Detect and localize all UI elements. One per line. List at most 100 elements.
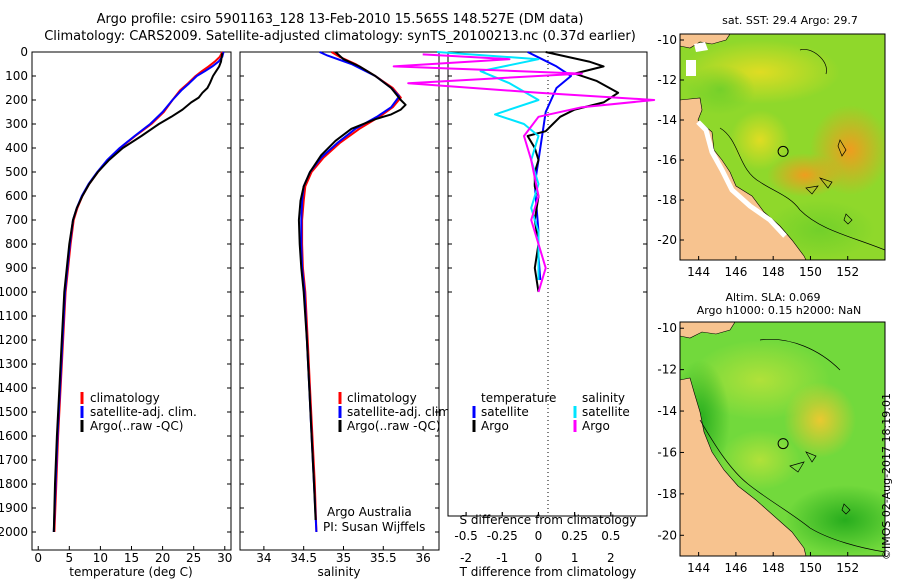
legend-label-climatology: climatology <box>90 391 160 405</box>
sla-map-subtitle: Argo h1000: 0.15 h2000: NaN <box>697 304 862 317</box>
lat-tick-label: -16 <box>657 445 677 459</box>
lat-tick-label: -10 <box>657 321 677 335</box>
australia-land <box>680 377 807 556</box>
australia-land <box>680 97 807 260</box>
difference-profiles <box>392 51 656 293</box>
sst-map-axis-ticks: 144 146 148 150 152 -10 -12 -14 -16 -18 -20 <box>657 33 859 279</box>
reef <box>841 503 851 515</box>
t-diff-tick-label: 1 <box>571 551 579 565</box>
x-tick-label: 30 <box>217 551 232 565</box>
t-diff-tick-label: 0 <box>535 551 543 565</box>
x-tick-label: 35.5 <box>370 551 397 565</box>
bathymetry-contour <box>799 48 827 75</box>
png-land <box>680 322 736 339</box>
bathymetry-contour <box>699 419 885 553</box>
depth-tick-label: 200 <box>5 93 28 107</box>
legend-title-temperature: temperature <box>481 391 556 405</box>
t-diff-tick-label: 2 <box>607 551 615 565</box>
reef <box>805 177 833 195</box>
legend-label-climatology: climatology <box>347 391 417 405</box>
legend-label-s-satellite: satellite <box>582 405 630 419</box>
temperature-plot-frame <box>31 51 232 551</box>
lon-tick-label: 152 <box>836 265 859 279</box>
s-diff-tick-label: 0.5 <box>601 529 620 543</box>
lat-tick-label: -12 <box>657 73 677 87</box>
sla-map <box>680 322 885 556</box>
sla-map-frame <box>679 321 886 557</box>
x-tick-label: 20 <box>155 551 170 565</box>
depth-tick-label: 1500 <box>0 405 28 419</box>
lat-tick-label: -20 <box>657 233 677 247</box>
depth-tick-label: 500 <box>5 165 28 179</box>
depth-axis-ticks: 0 100 200 300 400 500 600 700 800 900 1000 1100 1200… <box>0 45 28 539</box>
sla-patch <box>720 430 800 490</box>
t-difference-xlabel: T difference from climatology <box>459 565 637 579</box>
x-tick-label: 15 <box>124 551 139 565</box>
legend-label-satellite: satellite-adj. clim. <box>90 405 197 419</box>
depth-tick-label: 300 <box>5 117 28 131</box>
difference-panel: -2 -1 0 1 2 -0.5 -0.25 0 0.25 0.5 temperature sat… <box>392 51 656 579</box>
x-tick-label: 25 <box>186 551 201 565</box>
salinity-profiles <box>297 51 407 533</box>
bathymetry-contour <box>759 338 841 371</box>
depth-tick-label: 100 <box>5 69 28 83</box>
series-line-s-satellite <box>437 51 540 280</box>
temperature-xlabel: temperature (deg C) <box>69 565 192 579</box>
float-pi: PI: Susan Wijffels <box>323 520 425 534</box>
series-line-argo-raw-qc- <box>297 51 407 521</box>
salinity-xlabel: salinity <box>317 565 360 579</box>
depth-tick-label: 1200 <box>0 333 28 347</box>
x-tick-label: 36 <box>415 551 430 565</box>
png-land <box>680 34 731 49</box>
depth-tick-label: 900 <box>5 261 28 275</box>
s-diff-tick-label: 0.25 <box>561 529 588 543</box>
difference-legend: temperature satellite Argo salinity sate… <box>472 391 630 433</box>
sla-low-patch <box>785 485 885 555</box>
depth-tick-label: 800 <box>5 237 28 251</box>
x-tick-label: 0 <box>34 551 42 565</box>
legend-label-argo: Argo(..raw -QC) <box>90 419 183 433</box>
temperature-profiles <box>52 51 225 533</box>
depth-tick-label: 700 <box>5 213 28 227</box>
legend-label-argo: Argo(..raw -QC) <box>347 419 440 433</box>
legend-label-satellite: satellite-adj. clim. <box>347 405 454 419</box>
s-diff-tick-label: -0.5 <box>454 529 477 543</box>
depth-tick-label: 1600 <box>0 429 28 443</box>
sla-high-patch <box>784 382 856 458</box>
x-tick-label: 34 <box>256 551 271 565</box>
salinity-axis-ticks: 34 34.5 35 35.5 36 <box>240 51 439 565</box>
lat-tick-label: -18 <box>657 193 677 207</box>
temperature-legend: climatology satellite-adj. clim. Argo(..… <box>80 391 197 433</box>
lon-tick-label: 148 <box>762 561 785 575</box>
sst-map <box>680 34 885 260</box>
temperature-panel: 0100200300400500600700800900100011001200… <box>0 45 232 579</box>
imos-watermark: ©IMOS 02-Aug-2017 18:19:01 <box>880 393 893 560</box>
depth-tick-label: 1100 <box>0 309 28 323</box>
sst-warm-patch <box>767 153 843 197</box>
lat-tick-label: -14 <box>657 113 677 127</box>
x-tick-label: 5 <box>65 551 73 565</box>
series-line-argo-raw-qc- <box>52 53 224 533</box>
no-data-patch <box>686 60 696 76</box>
float-owner: Argo Australia <box>327 505 412 519</box>
depth-tick-label: 1800 <box>0 477 28 491</box>
depth-tick-label: 600 <box>5 189 28 203</box>
lon-tick-label: 148 <box>762 265 785 279</box>
depth-tick-label: 1900 <box>0 501 28 515</box>
lon-tick-label: 152 <box>836 561 859 575</box>
bathymetry-contour <box>719 127 885 251</box>
sst-map-title: sat. SST: 29.4 Argo: 29.7 <box>722 14 858 27</box>
depth-tick-label: 1300 <box>0 357 28 371</box>
series-line-t-argo <box>526 51 620 293</box>
reef <box>843 213 853 225</box>
lon-tick-label: 144 <box>687 265 710 279</box>
no-data-patch <box>694 42 708 52</box>
sst-map-frame <box>679 33 886 261</box>
t-diff-tick-label: -2 <box>460 551 472 565</box>
lon-tick-label: 146 <box>724 265 747 279</box>
argo-float-location <box>777 145 789 157</box>
salinity-legend: climatology satellite-adj. clim. Argo(..… <box>338 391 454 433</box>
lat-tick-label: -18 <box>657 487 677 501</box>
reef <box>837 139 847 157</box>
